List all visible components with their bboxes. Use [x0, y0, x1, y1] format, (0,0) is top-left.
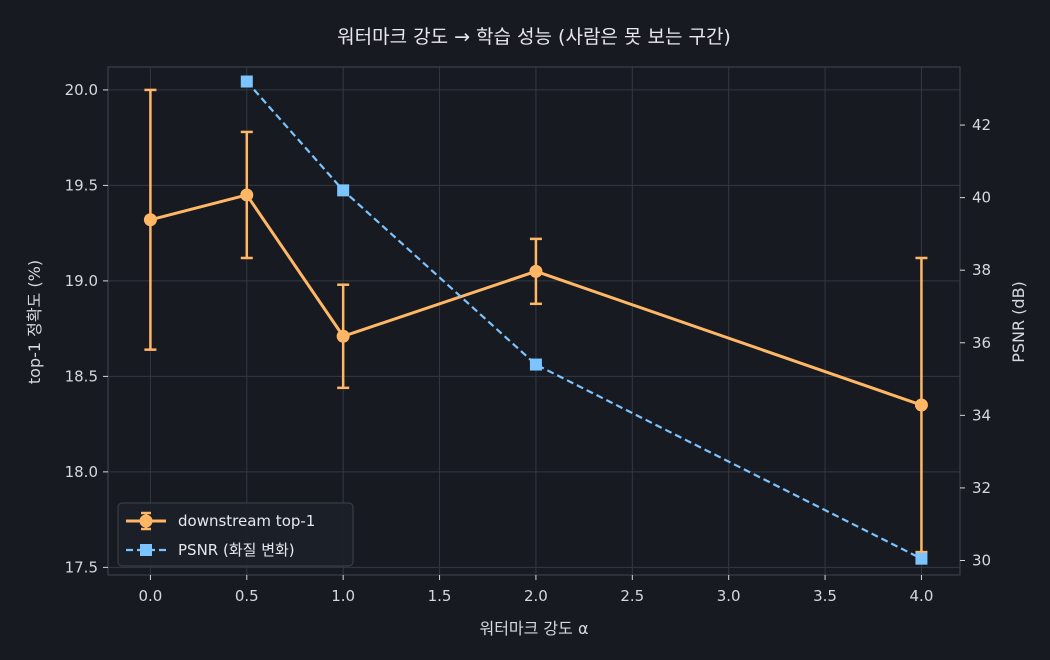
x-tick-label: 1.0 [331, 587, 355, 605]
y-left-tick-label: 18.5 [65, 367, 98, 385]
legend-swatch-marker [140, 544, 152, 556]
data-point-circle [336, 329, 350, 343]
y-right-tick-label: 38 [972, 261, 991, 279]
legend-swatch-marker [139, 514, 153, 528]
x-tick-label: 1.5 [428, 587, 452, 605]
y-left-tick-label: 18.0 [65, 463, 98, 481]
y-left-tick-label: 20.0 [65, 81, 98, 99]
series-layer [143, 75, 928, 565]
legend-box [117, 502, 354, 567]
x-tick-label: 2.0 [524, 587, 548, 605]
y-left-tick-label: 17.5 [65, 558, 98, 576]
legend-label: downstream top-1 [178, 512, 315, 530]
y-axis-right-title: PSNR (dB) [1009, 281, 1028, 363]
series-line-2 [245, 80, 922, 560]
y-right-tick-label: 40 [972, 189, 991, 207]
x-tick-label: 4.0 [910, 587, 934, 605]
y-left-tick-label: 19.0 [65, 272, 98, 290]
axes-frame [107, 66, 961, 576]
data-point-circle [914, 398, 928, 412]
x-tick-label: 3.5 [813, 587, 837, 605]
data-point-square [915, 552, 928, 565]
y-right-tick-label: 34 [972, 406, 991, 424]
legend: downstream top-1 PSNR (화질 변화) [117, 502, 354, 567]
y-axis-left-title: top-1 정확도 (%) [25, 260, 44, 384]
x-axis-title: 워터마크 강도 α [479, 619, 588, 638]
axis-ticks: 0.0 0.5 1.0 1.5 2.0 2.5 3.0 3.5 4.0 17.5 18.0 18.5 1… [65, 81, 992, 605]
data-point-circle [143, 213, 157, 227]
y-right-tick-label: 36 [972, 334, 991, 352]
legend-label: PSNR (화질 변화) [178, 541, 295, 559]
chart-title: 워터마크 강도 → 학습 성능 (사람은 못 보는 구간) [337, 26, 731, 48]
x-tick-label: 0.0 [138, 587, 162, 605]
data-point-circle [240, 188, 254, 202]
x-tick-label: 0.5 [235, 587, 259, 605]
x-tick-label: 2.5 [620, 587, 644, 605]
data-point-square [529, 358, 542, 371]
y-right-tick-label: 42 [972, 116, 991, 134]
x-tick-label: 3.0 [717, 587, 741, 605]
plot-frame [107, 66, 961, 576]
grid [108, 67, 960, 575]
y-right-tick-label: 30 [972, 551, 991, 569]
y-left-tick-label: 19.5 [65, 176, 98, 194]
y-right-tick-label: 32 [972, 479, 991, 497]
data-point-circle [529, 264, 543, 278]
data-point-square [240, 75, 253, 88]
data-point-square [337, 184, 350, 197]
